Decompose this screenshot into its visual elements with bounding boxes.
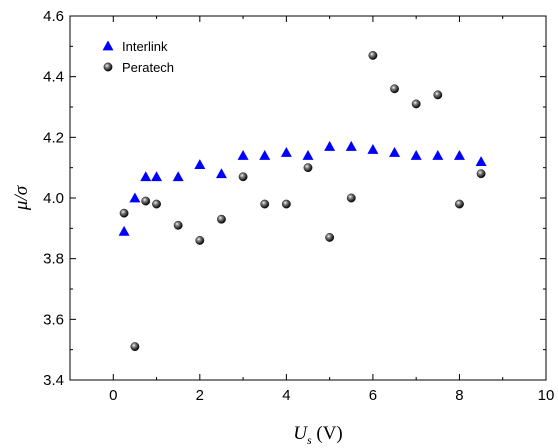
point-peratech: [455, 199, 464, 209]
point-peratech: [281, 199, 291, 209]
point-peratech: [217, 214, 226, 224]
point-interlink: [140, 171, 152, 182]
point-interlink: [194, 159, 206, 170]
legend-marker-interlink: [102, 40, 114, 51]
point-peratech: [152, 199, 161, 209]
point-peratech: [476, 169, 486, 179]
point-interlink: [475, 156, 487, 166]
point-peratech: [195, 236, 205, 245]
series-interlink: [118, 140, 487, 236]
point-interlink: [453, 150, 465, 160]
legend-label-interlink: Interlink: [122, 39, 168, 54]
point-peratech: [411, 99, 421, 109]
point-peratech: [238, 172, 248, 182]
point-interlink: [118, 225, 130, 236]
legend-label-peratech: Peratech: [122, 60, 174, 75]
y-tick-label: 3.4: [43, 372, 64, 389]
y-tick-label: 3.8: [43, 251, 64, 268]
point-interlink: [345, 140, 357, 151]
legend-marker-peratech: [103, 62, 113, 72]
point-peratech: [173, 220, 183, 230]
point-interlink: [324, 140, 336, 151]
point-interlink: [151, 171, 163, 182]
point-interlink: [389, 147, 401, 157]
y-tick-label: 4.4: [43, 69, 64, 86]
point-interlink: [215, 168, 227, 179]
point-peratech: [325, 233, 335, 242]
x-tick-label: 4: [282, 387, 290, 404]
y-tick-label: 4.0: [43, 190, 64, 207]
x-tick-label: 2: [196, 387, 204, 404]
y-axis-label: μ/σ: [11, 185, 32, 211]
x-tick-label: 6: [369, 387, 377, 404]
point-peratech: [346, 193, 356, 203]
point-interlink: [237, 150, 249, 160]
point-peratech: [368, 51, 378, 60]
x-tick-label: 0: [109, 387, 117, 404]
point-peratech: [119, 208, 129, 218]
point-peratech: [303, 163, 313, 173]
series-peratech: [119, 51, 486, 352]
x-tick-label: 8: [455, 387, 463, 404]
point-interlink: [410, 150, 422, 160]
axes: 0 2 4 6 8 10 3.4 3.6 3.8 4.0 4.2 4.4 4.6: [43, 8, 554, 404]
point-peratech: [141, 196, 151, 206]
x-axis-label: Us (V): [293, 423, 343, 447]
y-tick-label: 4.6: [43, 8, 64, 25]
point-peratech: [390, 84, 399, 94]
point-interlink: [280, 147, 292, 157]
x-tick-label: 10: [538, 387, 555, 404]
point-interlink: [367, 143, 379, 154]
legend: Interlink Peratech: [102, 39, 174, 75]
point-peratech: [130, 342, 140, 352]
point-interlink: [259, 150, 271, 160]
data-marks: [118, 51, 487, 352]
y-tick-label: 3.6: [43, 311, 64, 328]
point-peratech: [260, 199, 270, 209]
point-interlink: [172, 171, 184, 182]
point-peratech: [433, 90, 443, 100]
point-interlink: [129, 192, 141, 203]
y-tick-label: 4.2: [43, 129, 64, 146]
point-interlink: [432, 150, 444, 160]
point-interlink: [302, 150, 314, 160]
